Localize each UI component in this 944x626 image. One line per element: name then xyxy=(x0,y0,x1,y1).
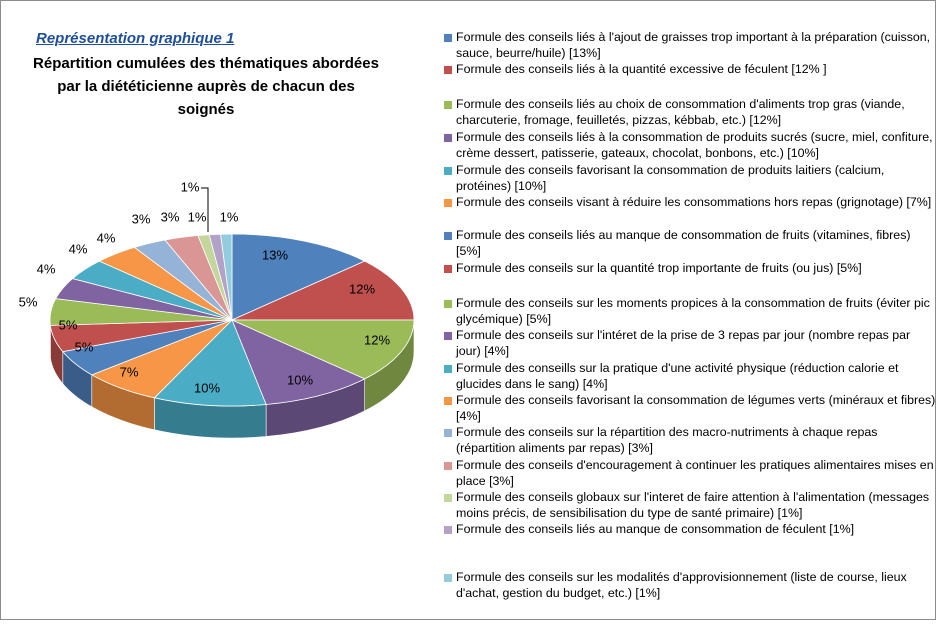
legend-label: Formule des conseils sur l'intéret de la… xyxy=(456,328,911,358)
slice xyxy=(153,319,267,407)
legend-swatch xyxy=(444,429,452,437)
data-label: 4% xyxy=(97,230,116,245)
legend-label: Formule des conseils liés au manque de c… xyxy=(456,522,855,536)
legend-item: Formule des conseils liés à la quantité … xyxy=(444,62,936,78)
legend-swatch xyxy=(444,134,452,142)
legend-label: Formule des conseils visant à réduire le… xyxy=(456,195,932,209)
data-label: 12% xyxy=(364,332,390,347)
legend-label: Formule des conseils liés à la consommat… xyxy=(456,130,933,160)
legend-label: Formule des conseils liés à la quantité … xyxy=(456,62,827,76)
data-label: 1% xyxy=(181,179,200,194)
legend-label: Formule des conseils sur les moments pro… xyxy=(456,296,930,326)
data-label: 3% xyxy=(161,209,180,224)
legend-label: Formule des conseils liés au choix de co… xyxy=(456,97,905,127)
data-label: 4% xyxy=(37,261,56,276)
legend-item: Formule des conseils globaux sur l'inter… xyxy=(444,490,936,521)
legend-swatch xyxy=(444,300,452,308)
legend-item: Formule des conseils sur la quantité tro… xyxy=(444,261,936,277)
slice xyxy=(231,260,415,321)
legend-item: Formule des conseils liés au choix de co… xyxy=(444,97,936,128)
legend-swatch xyxy=(444,199,452,207)
legend-label: Formule des conseils liés à l'ajout de g… xyxy=(456,30,931,60)
legend-swatch xyxy=(444,494,452,502)
legend-label: Formule des conseils favorisant la conso… xyxy=(456,393,936,423)
legend-swatch xyxy=(444,526,452,534)
legend-item: Formule des conseils liés à l'ajout de g… xyxy=(444,30,936,61)
legend-item: Formule des conseils liés au manque de c… xyxy=(444,522,936,538)
chart-subtitle: Représentation graphique 1 xyxy=(36,30,235,47)
legend-label: Formule des conseils liés au manque de c… xyxy=(456,228,911,258)
legend-item: Formule des conseils liés à la consommat… xyxy=(444,130,936,161)
data-label: 1% xyxy=(188,209,207,224)
legend-swatch xyxy=(444,365,452,373)
legend-swatch xyxy=(444,574,452,582)
leader-line xyxy=(201,187,209,232)
legend-label: Formule des conseils sur les modalités d… xyxy=(456,570,907,600)
legend-item: Formule des conseils sur la répartition … xyxy=(444,425,936,456)
data-label: 10% xyxy=(287,372,313,387)
legend-swatch xyxy=(444,397,452,405)
data-label: 5% xyxy=(19,294,38,309)
legend-swatch xyxy=(444,265,452,273)
slice xyxy=(231,319,415,380)
legend-swatch xyxy=(444,34,452,42)
legend-item: Formule des conseils d'encouragement à c… xyxy=(444,458,936,489)
data-label: 3% xyxy=(132,211,151,226)
data-label: 12% xyxy=(349,281,375,296)
legend-swatch xyxy=(444,232,452,240)
legend-item: Formule des conseils sur les modalités d… xyxy=(444,570,936,601)
legend-label: Formule des conseils sur la quantité tro… xyxy=(456,261,862,275)
chart-title: Répartition cumulées des thématiques abo… xyxy=(33,55,379,118)
slice xyxy=(231,233,366,321)
legend-label: Formule des conseils d'encouragement à c… xyxy=(456,458,934,488)
legend-item: Formule des conseils favorisant la conso… xyxy=(444,163,936,194)
data-label: 5% xyxy=(59,317,78,332)
legend-swatch xyxy=(444,66,452,74)
data-label: 7% xyxy=(120,364,139,379)
pie-area: 13%12%12%10%10%7%5%5%5%4%4%4%3% 3% 1%1%1% xyxy=(19,179,415,439)
legend-swatch xyxy=(444,167,452,175)
legend-label: Formule des conseills sur la pratique d'… xyxy=(456,361,899,391)
data-label: 10% xyxy=(194,380,220,395)
legend-item: Formule des conseils sur les moments pro… xyxy=(444,296,936,327)
legend-swatch xyxy=(444,462,452,470)
legend-item: Formule des conseills sur la pratique d'… xyxy=(444,361,936,392)
legend-swatch xyxy=(444,332,452,340)
data-label: 4% xyxy=(69,241,88,256)
slice xyxy=(231,319,366,405)
legend-swatch xyxy=(444,101,452,109)
legend-item: Formule des conseils favorisant la conso… xyxy=(444,393,936,424)
data-label: 13% xyxy=(262,247,288,262)
data-label: 5% xyxy=(75,339,94,354)
data-label: 1% xyxy=(220,209,239,224)
legend-item: Formule des conseils visant à réduire le… xyxy=(444,195,936,211)
legend-label: Formule des conseils globaux sur l'inter… xyxy=(456,490,930,520)
legend-label: Formule des conseils sur la répartition … xyxy=(456,425,878,455)
slice xyxy=(220,233,233,321)
legend-item: Formule des conseils liés au manque de c… xyxy=(444,228,936,259)
legend-label: Formule des conseils favorisant la conso… xyxy=(456,163,885,193)
legend-item: Formule des conseils sur l'intéret de la… xyxy=(444,328,936,359)
